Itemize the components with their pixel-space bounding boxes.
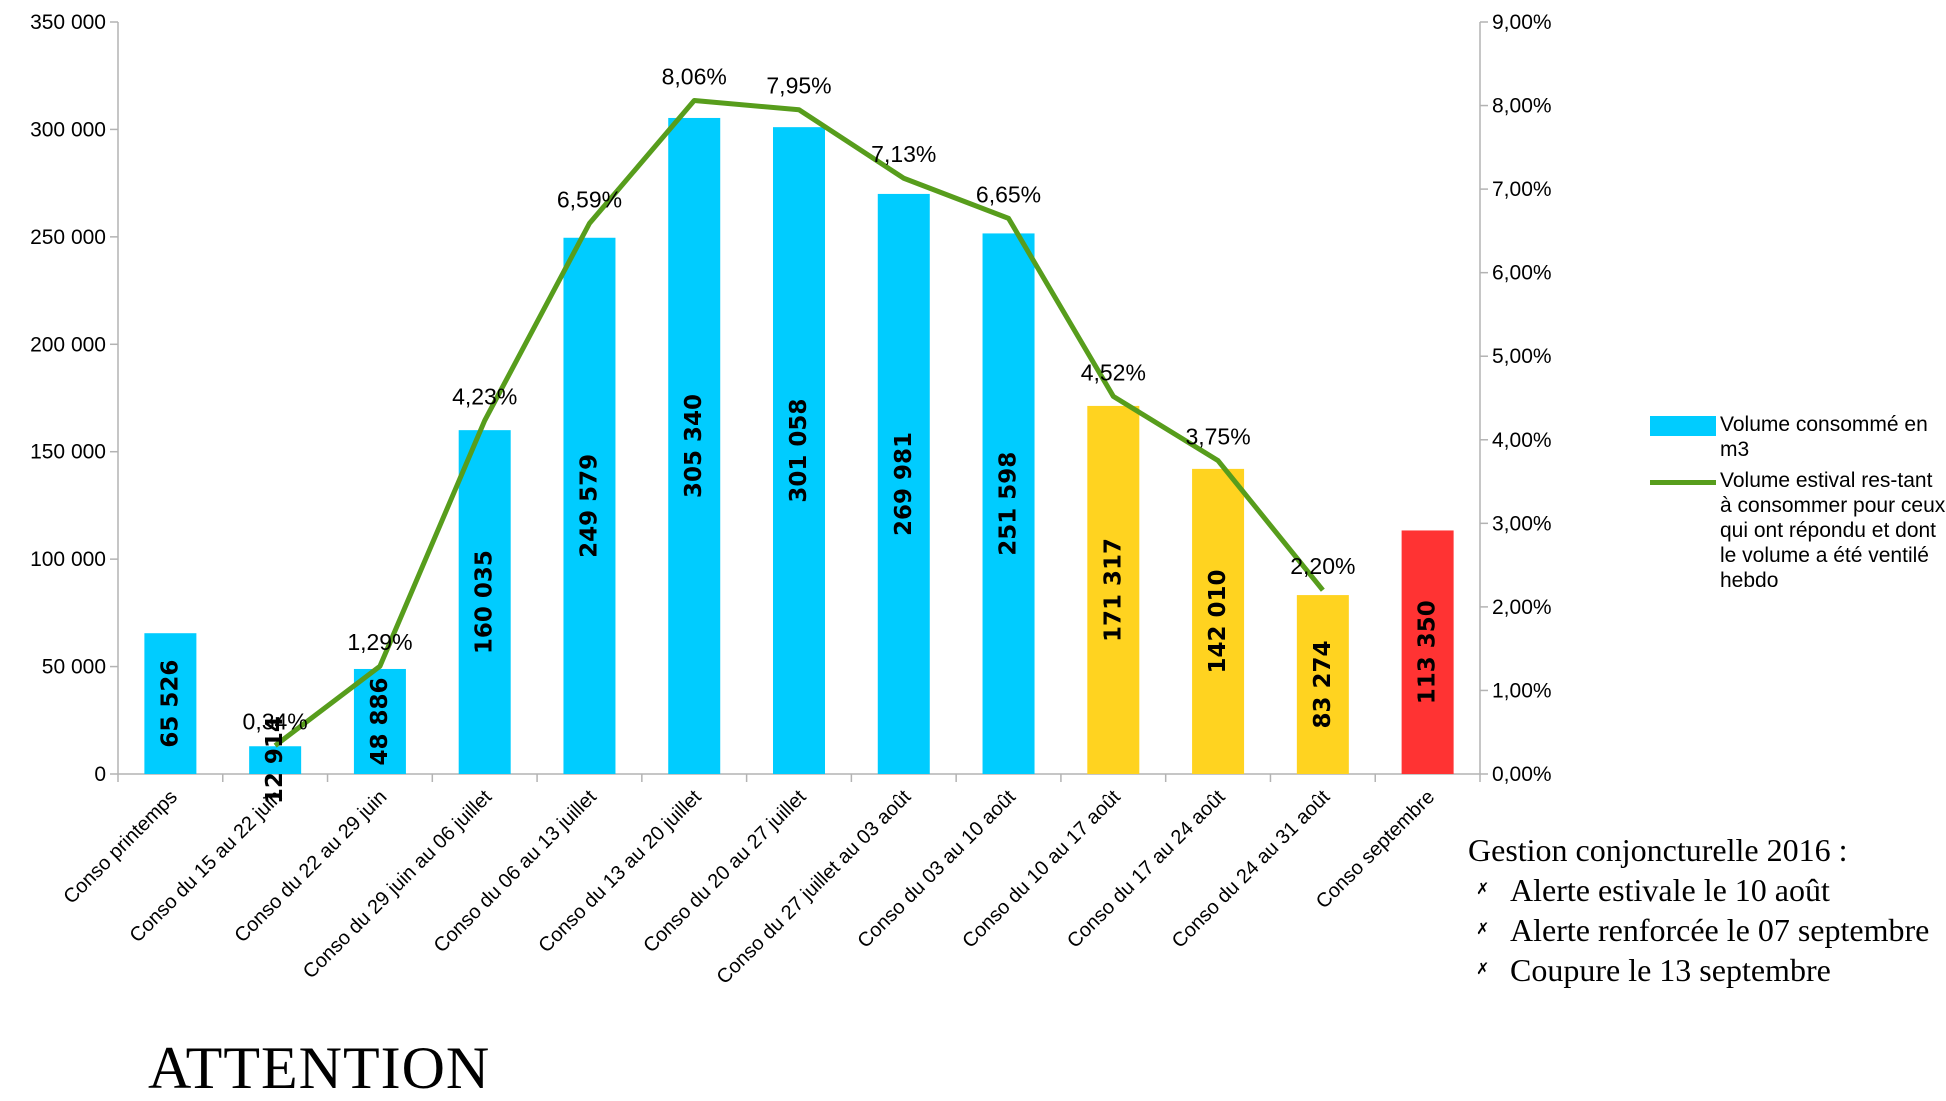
y-right-tick-label: 5,00% xyxy=(1492,345,1552,368)
bar-value-label: 160 035 xyxy=(472,550,498,654)
line-value-label: 1,29% xyxy=(347,629,412,655)
bar-value-label: 48 886 xyxy=(367,677,393,765)
line-value-label: 4,52% xyxy=(1081,359,1146,385)
line-series xyxy=(273,98,1325,748)
y-left-tick-label: 150 000 xyxy=(30,441,106,464)
y-right-tick-label: 0,00% xyxy=(1492,763,1552,786)
data-labels: 65 526 12 914 48 886 160 035 249 579 305 340 3… xyxy=(157,64,1440,805)
legend-item-line: Volume estival res-tant à consommer pour… xyxy=(1650,468,1946,593)
y-left-tick-label: 250 000 xyxy=(30,226,106,249)
y-left-tick-label: 200 000 xyxy=(30,333,106,356)
y-right-tick-label: 3,00% xyxy=(1492,512,1552,535)
y-right-tick-label: 9,00% xyxy=(1492,11,1552,34)
bar xyxy=(1087,405,1140,774)
y-right-tick-label: 1,00% xyxy=(1492,679,1552,702)
bar xyxy=(773,127,825,774)
bar-series xyxy=(144,117,1454,775)
bar xyxy=(982,233,1035,775)
note-text: Coupure le 13 septembre xyxy=(1510,952,1831,988)
bar-value-label: 171 317 xyxy=(1100,538,1126,642)
line-value-label: 2,20% xyxy=(1290,553,1355,579)
bar xyxy=(353,668,406,774)
list-item: ✗ Coupure le 13 septembre xyxy=(1468,950,1938,990)
line-value-label: 8,06% xyxy=(662,64,727,90)
bar-value-label: 142 010 xyxy=(1205,569,1231,673)
bar-value-label: 65 526 xyxy=(157,660,183,748)
cross-bullet-icon: ✗ xyxy=(1476,881,1490,898)
line-path xyxy=(273,98,1325,748)
legend-label-line: Volume estival res-tant à consommer pour… xyxy=(1720,469,1946,592)
notes-list: ✗ Alerte estivale le 10 août ✗ Alerte renf… xyxy=(1468,870,1938,990)
bar-value-label: 301 058 xyxy=(786,399,812,503)
legend-swatch-line xyxy=(1650,480,1716,485)
y-right-tick-label: 7,00% xyxy=(1492,178,1552,201)
notes-title: Gestion conjoncturelle 2016 : xyxy=(1468,832,1848,868)
line-value-label: 6,59% xyxy=(557,186,622,212)
bar-value-label: 269 981 xyxy=(891,432,917,536)
bar xyxy=(249,746,302,774)
attention-heading: ATTENTION xyxy=(148,1035,491,1101)
notes-block: Gestion conjoncturelle 2016 : ✗ Alerte es… xyxy=(1468,830,1938,990)
bar-value-label: 305 340 xyxy=(681,394,707,498)
y-right-tick-label: 6,00% xyxy=(1492,262,1552,285)
bar-value-label: 83 274 xyxy=(1310,641,1336,729)
bar xyxy=(563,237,616,774)
y-right-tick-label: 8,00% xyxy=(1492,95,1552,118)
legend: Volume consommé en m3 Volume estival res… xyxy=(1650,412,1946,599)
x-tick-label: Conso du 29 juin au 06 juillet xyxy=(299,786,496,983)
bar-value-label: 249 579 xyxy=(576,454,602,558)
line-value-label: 0,34% xyxy=(243,709,308,735)
x-tick-label: Conso du 27 juillet au 03 août xyxy=(713,786,916,989)
cross-bullet-icon: ✗ xyxy=(1476,961,1490,978)
bar-value-label: 12 914 xyxy=(262,716,288,804)
line-value-label: 3,75% xyxy=(1185,424,1250,450)
bar xyxy=(877,193,930,775)
bar-value-label: 113 350 xyxy=(1415,600,1441,704)
y-left-tick-label: 100 000 xyxy=(30,548,106,571)
bar xyxy=(144,633,197,774)
legend-label-bar: Volume consommé en m3 xyxy=(1720,413,1928,461)
y-left-tick-label: 50 000 xyxy=(42,656,106,679)
legend-item-bar: Volume consommé en m3 xyxy=(1650,412,1946,462)
combo-chart: 0 50 000 100 000 150 000 200 000 250 000 300 0… xyxy=(30,11,1552,989)
line-value-label: 7,95% xyxy=(766,73,831,99)
line-value-label: 6,65% xyxy=(976,181,1041,207)
list-item: ✗ Alerte renforcée le 07 septembre xyxy=(1468,910,1938,950)
y-left-tick-label: 300 000 xyxy=(30,118,106,141)
bar xyxy=(1401,530,1454,774)
line-value-label: 4,23% xyxy=(452,384,517,410)
line-value-label: 7,13% xyxy=(871,141,936,167)
y-left-tick-label: 350 000 xyxy=(30,11,106,34)
bar xyxy=(458,430,511,774)
bar xyxy=(1296,595,1349,774)
bar xyxy=(1192,468,1245,774)
bar xyxy=(668,117,721,774)
x-tick-label: Conso septembre xyxy=(1312,786,1439,913)
x-tick-label: Conso printemps xyxy=(59,786,181,908)
note-text: Alerte estivale le 10 août xyxy=(1510,872,1830,908)
note-text: Alerte renforcée le 07 septembre xyxy=(1510,912,1930,948)
legend-swatch-bar xyxy=(1650,416,1716,436)
y-right-tick-label: 4,00% xyxy=(1492,429,1552,452)
list-item: ✗ Alerte estivale le 10 août xyxy=(1468,870,1938,910)
cross-bullet-icon: ✗ xyxy=(1476,921,1490,938)
bar-value-label: 251 598 xyxy=(996,452,1022,556)
y-left-tick-label: 0 xyxy=(94,763,106,786)
y-right-tick-label: 2,00% xyxy=(1492,596,1552,619)
